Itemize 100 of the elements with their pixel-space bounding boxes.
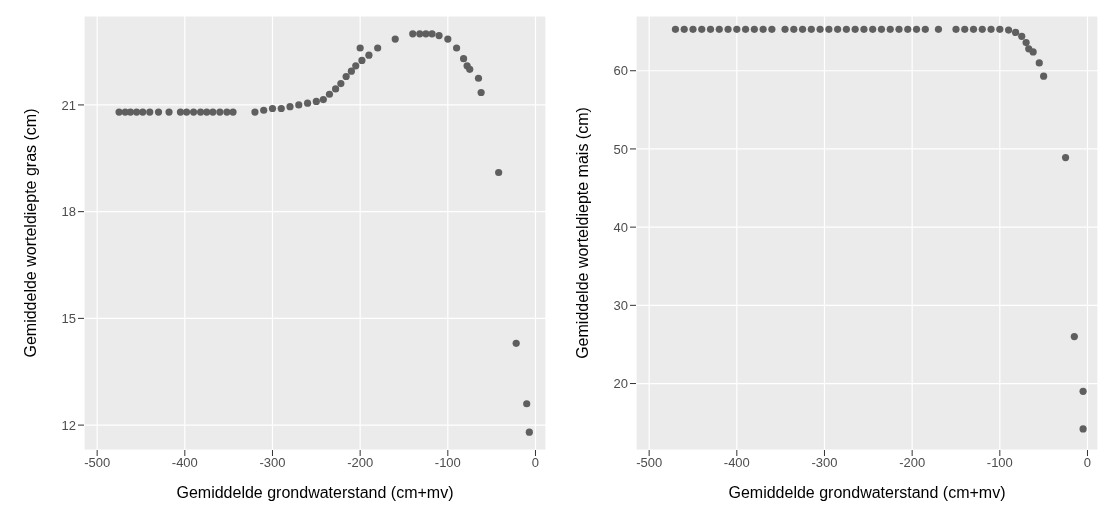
- point: [358, 56, 366, 65]
- point: [295, 101, 303, 109]
- point: [996, 25, 1004, 33]
- point: [203, 108, 211, 116]
- point: [277, 104, 285, 113]
- point: [260, 106, 268, 114]
- x-tick-label: -300: [811, 455, 838, 471]
- point: [886, 25, 894, 33]
- point: [268, 104, 277, 113]
- x-axis-title: Gemiddelde grondwaterstand (cm+mv): [176, 484, 454, 501]
- point: [671, 25, 680, 33]
- point: [251, 108, 259, 116]
- point: [182, 108, 191, 116]
- point: [860, 25, 868, 33]
- x-tick-label: -200: [347, 455, 374, 471]
- point: [189, 108, 198, 116]
- point: [733, 25, 741, 33]
- point: [781, 25, 789, 33]
- x-tick-label: 0: [531, 455, 540, 471]
- point: [978, 25, 986, 33]
- y-tick-label: 40: [613, 219, 628, 235]
- point: [706, 25, 715, 33]
- y-tick-label: 20: [613, 376, 628, 392]
- point: [374, 44, 382, 52]
- point: [495, 168, 503, 177]
- point: [223, 108, 231, 116]
- point: [216, 108, 224, 116]
- x-tick-label: -200: [899, 455, 926, 471]
- point: [1022, 38, 1030, 47]
- point: [952, 25, 960, 33]
- point: [1035, 59, 1043, 67]
- point: [165, 108, 173, 116]
- point: [715, 25, 723, 33]
- point: [759, 25, 767, 33]
- point: [286, 103, 294, 111]
- y-axis-title: Gemiddelde worteldiepte gras (cm): [21, 108, 39, 358]
- point: [303, 99, 312, 107]
- point: [698, 25, 706, 33]
- y-tick-label: 21: [61, 97, 76, 113]
- point: [750, 25, 758, 33]
- y-tick-label: 60: [613, 63, 628, 79]
- point: [816, 25, 824, 33]
- point: [428, 30, 436, 38]
- point: [154, 108, 163, 116]
- point: [842, 25, 850, 33]
- point: [1040, 72, 1048, 80]
- point: [921, 25, 929, 33]
- point: [851, 25, 859, 33]
- point: [1079, 387, 1087, 395]
- point: [325, 90, 334, 98]
- point: [961, 25, 969, 33]
- point: [869, 25, 877, 33]
- point: [1018, 32, 1026, 40]
- point: [912, 25, 921, 33]
- x-tick-label: -500: [636, 455, 663, 471]
- point: [1011, 28, 1020, 37]
- x-tick-label: -100: [986, 455, 1013, 471]
- point: [347, 67, 355, 75]
- point: [477, 88, 485, 97]
- point: [319, 96, 327, 104]
- point: [1061, 153, 1070, 162]
- point: [435, 31, 443, 40]
- point: [512, 339, 520, 347]
- point: [689, 25, 697, 33]
- point: [474, 74, 483, 82]
- point: [356, 44, 364, 52]
- x-tick-label: 0: [1083, 455, 1092, 471]
- point: [342, 72, 350, 81]
- x-tick-label: -100: [434, 455, 461, 471]
- y-tick-label: 30: [613, 297, 628, 313]
- y-tick-label: 15: [61, 310, 76, 326]
- point: [409, 30, 417, 38]
- point: [798, 25, 807, 33]
- point: [877, 25, 886, 33]
- point: [741, 25, 750, 33]
- y-tick-label: 12: [61, 417, 76, 433]
- x-tick-label: -400: [171, 455, 198, 471]
- point: [969, 25, 978, 33]
- point: [444, 35, 452, 43]
- point: [895, 25, 903, 33]
- point: [209, 108, 217, 116]
- point: [825, 25, 833, 33]
- point: [1070, 333, 1078, 341]
- point: [1004, 26, 1013, 34]
- point: [352, 62, 360, 70]
- point: [934, 25, 943, 33]
- point: [987, 25, 995, 33]
- point: [1029, 48, 1037, 56]
- point: [146, 108, 154, 116]
- point: [197, 108, 205, 116]
- point: [452, 44, 461, 52]
- point: [834, 25, 842, 33]
- point: [312, 97, 320, 105]
- point: [337, 79, 345, 88]
- point: [115, 108, 123, 116]
- point: [422, 30, 430, 38]
- point: [176, 108, 185, 116]
- point: [768, 25, 776, 33]
- point: [139, 108, 147, 116]
- y-tick-label: 50: [613, 141, 628, 157]
